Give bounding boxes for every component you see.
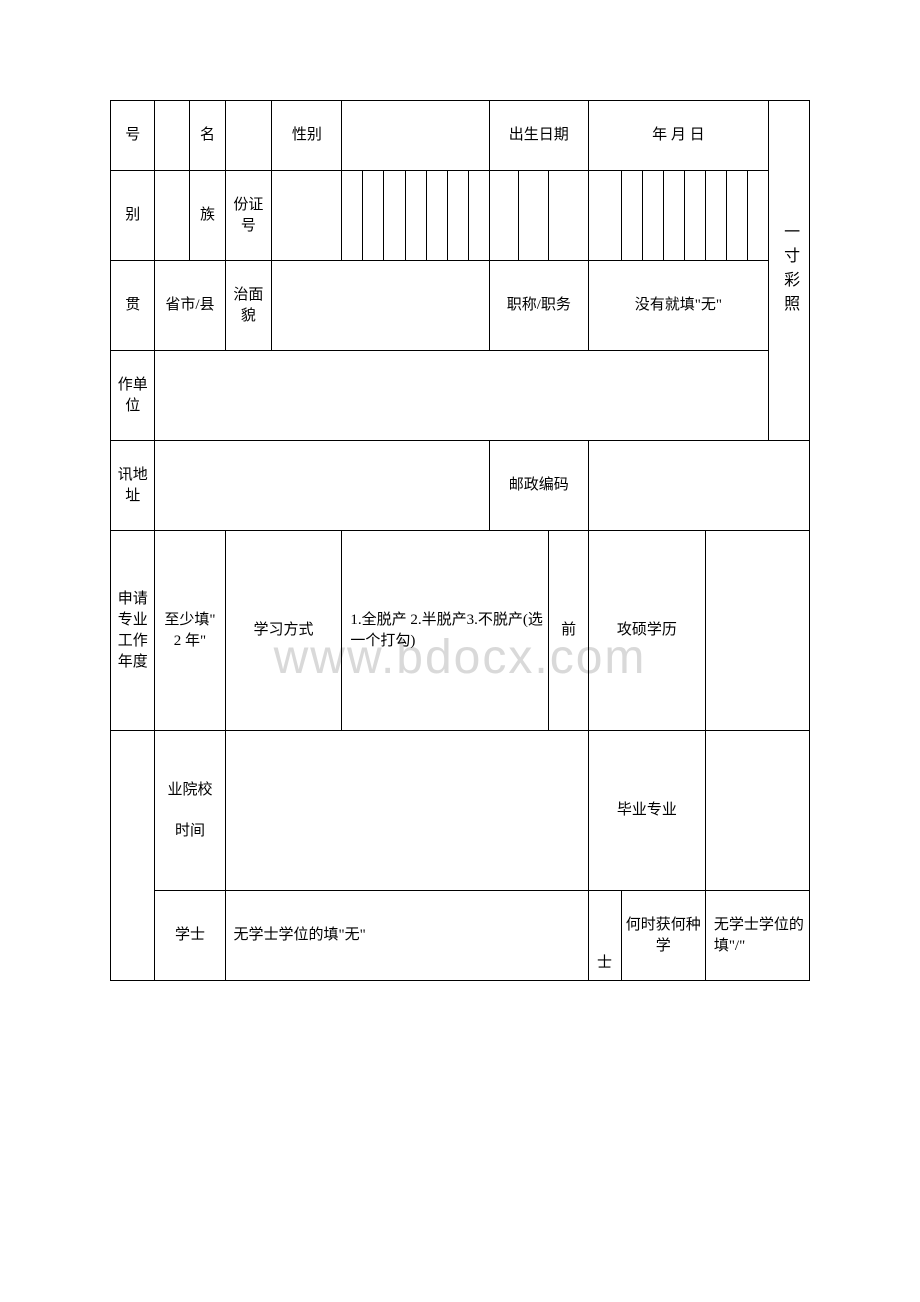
id-digit-6[interactable]	[426, 171, 447, 261]
label-xueshi: 学士	[155, 891, 225, 981]
id-digit-14[interactable]	[642, 171, 663, 261]
cell-xuexifangshi-options[interactable]: 1.全脱产 2.半脱产3.不脱产(选一个打勾)	[342, 531, 549, 731]
cell-xingbie-value[interactable]	[342, 101, 489, 171]
label-shengshixian: 省市/县	[155, 261, 225, 351]
id-digit-13[interactable]	[621, 171, 642, 261]
cell-yeyuanxiao-value[interactable]	[225, 731, 588, 891]
id-digit-4[interactable]	[384, 171, 405, 261]
cell-hao-value[interactable]	[155, 101, 190, 171]
application-form-table: 号 名 性别 出生日期 年 月 日 一寸彩照 别 族 份证号	[110, 100, 810, 981]
label-bie: 别	[111, 171, 155, 261]
cell-wuxueshi-hint[interactable]: 无学士学位的填"/"	[705, 891, 809, 981]
cell-gongshuoxueli-value[interactable]	[705, 531, 809, 731]
cell-youzhengbianma-value[interactable]	[588, 441, 809, 531]
label-xundizhi: 讯地址	[111, 441, 155, 531]
cell-xundizhi-value[interactable]	[155, 441, 489, 531]
id-digit-15[interactable]	[663, 171, 684, 261]
label-shijian: 时间	[159, 821, 220, 842]
label-ming: 名	[190, 101, 225, 171]
label-zu: 族	[190, 171, 225, 261]
cell-ming-value[interactable]	[225, 101, 272, 171]
cell-bie-value[interactable]	[155, 171, 190, 261]
id-digit-17[interactable]	[705, 171, 726, 261]
id-digit-19[interactable]	[747, 171, 768, 261]
label-biyezhuanye: 毕业专业	[588, 731, 705, 891]
label-zhichenzhiwu: 职称/职务	[489, 261, 588, 351]
label-heshihuohezhongxue: 何时获何种学	[621, 891, 705, 981]
label-xingbie: 性别	[272, 101, 342, 171]
id-digit-11[interactable]	[549, 171, 589, 261]
id-digit-16[interactable]	[684, 171, 705, 261]
label-shi: 士	[588, 891, 621, 981]
id-digit-8[interactable]	[468, 171, 489, 261]
id-digit-12[interactable]	[588, 171, 621, 261]
id-digit-5[interactable]	[405, 171, 426, 261]
label-zuodanwei: 作单位	[111, 351, 155, 441]
label-zhimianmao: 治面貌	[225, 261, 272, 351]
label-hao: 号	[111, 101, 155, 171]
cell-zhishaotianernian[interactable]: 至少填" 2 年"	[155, 531, 225, 731]
label-chushengriqi: 出生日期	[489, 101, 588, 171]
photo-placeholder: 一寸彩照	[768, 101, 809, 441]
id-digit-9[interactable]	[489, 171, 519, 261]
label-guan: 贯	[111, 261, 155, 351]
id-digit-1[interactable]	[272, 171, 342, 261]
label-qian: 前	[549, 531, 589, 731]
cell-xueshi-hint[interactable]: 无学士学位的填"无"	[225, 891, 588, 981]
cell-zuodanwei-value[interactable]	[155, 351, 769, 441]
id-digit-3[interactable]	[363, 171, 384, 261]
cell-left-blank	[111, 731, 155, 981]
label-fenzhenghao: 份证号	[225, 171, 272, 261]
label-shenqingzhuanye: 申请专业工作年度	[111, 531, 155, 731]
label-gongshuoxueli: 攻硕学历	[588, 531, 705, 731]
label-yeyuanxiao: 业院校	[159, 780, 220, 801]
id-digit-2[interactable]	[342, 171, 363, 261]
label-yeyuanxiao-shijian: 业院校 时间	[155, 731, 225, 891]
id-digit-7[interactable]	[447, 171, 468, 261]
cell-chushengriqi-value[interactable]: 年 月 日	[588, 101, 768, 171]
id-digit-18[interactable]	[726, 171, 747, 261]
label-youzhengbianma: 邮政编码	[489, 441, 588, 531]
cell-zhichenzhiwu-hint[interactable]: 没有就填"无"	[588, 261, 768, 351]
label-xuexifangshi: 学习方式	[225, 531, 342, 731]
id-digit-10[interactable]	[519, 171, 549, 261]
cell-zhimianmao-value[interactable]	[272, 261, 489, 351]
cell-biyezhuanye-value[interactable]	[705, 731, 809, 891]
